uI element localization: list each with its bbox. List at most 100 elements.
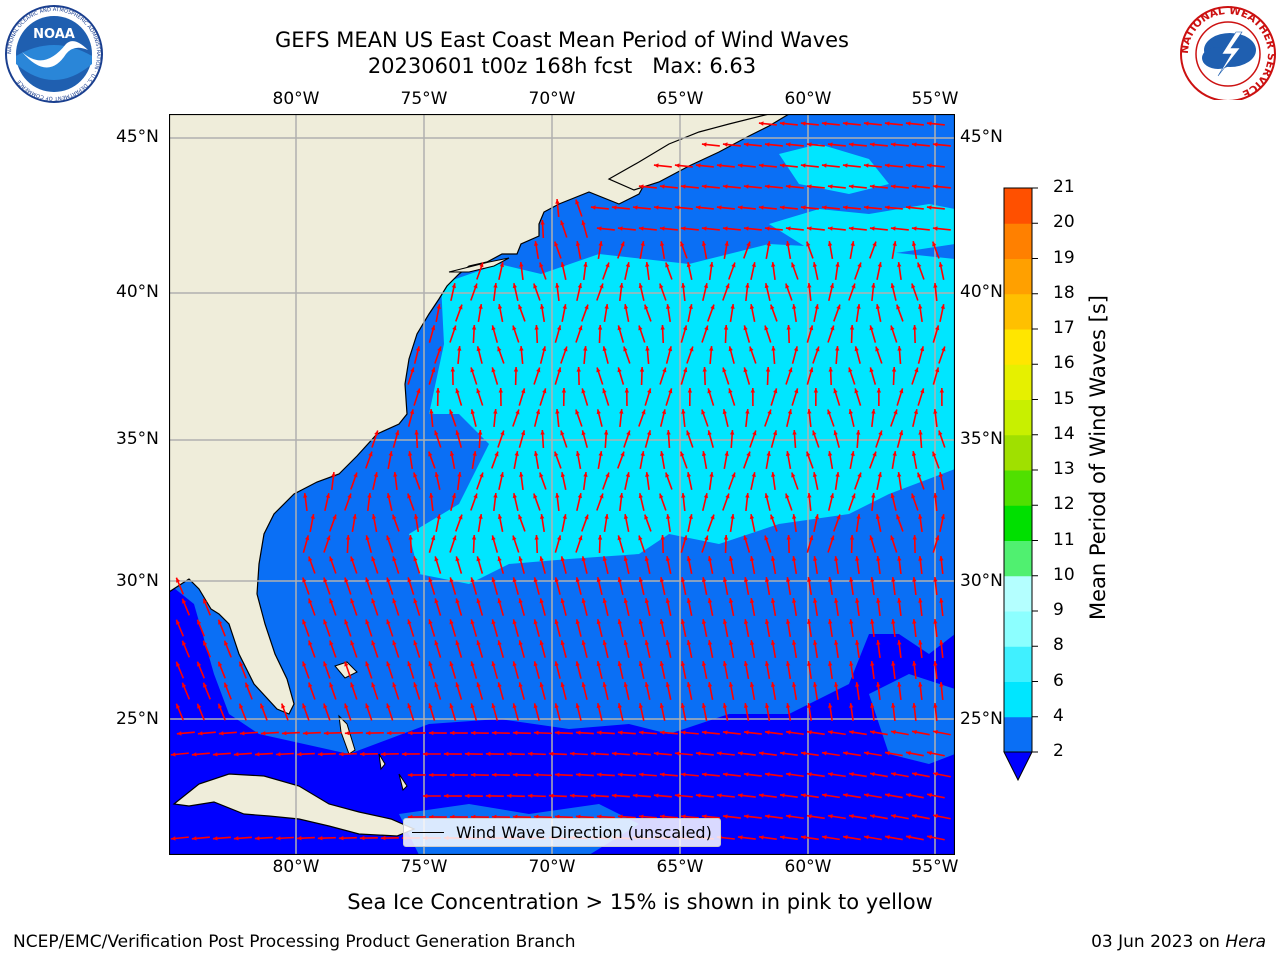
wave-arrow-head xyxy=(911,184,917,189)
wave-arrow-head xyxy=(540,220,545,225)
wave-arrow-head xyxy=(722,730,728,735)
wave-arrow-head xyxy=(451,493,456,499)
wave-arrow-head xyxy=(534,535,539,540)
wave-arrow-head xyxy=(709,262,714,267)
wave-arrow-head xyxy=(834,682,839,687)
wave-arrow-head xyxy=(602,598,607,604)
wave-arrow-head xyxy=(548,793,554,798)
wave-arrow-head xyxy=(473,283,478,289)
lon-label-top-60w: 60°W xyxy=(784,89,832,109)
wave-arrow-head xyxy=(746,241,751,247)
wave-arrow-head xyxy=(512,772,518,778)
wave-arrow-head xyxy=(855,682,860,687)
wave-arrow-head xyxy=(897,556,902,561)
wave-arrow-head xyxy=(512,493,517,499)
wave-arrow-head xyxy=(491,535,496,541)
wave-arrow-head xyxy=(428,772,434,778)
wave-arrow-head xyxy=(515,409,520,415)
wave-arrow-head xyxy=(701,703,707,709)
wave-arrow-head xyxy=(723,535,729,540)
wave-arrow-head xyxy=(856,304,861,309)
wave-arrow-head xyxy=(581,388,586,394)
wave-arrow-head xyxy=(365,661,370,667)
wave-arrow-head xyxy=(410,367,415,373)
wave-arrow-head xyxy=(640,451,645,456)
wave-arrow-head xyxy=(533,577,538,583)
wave-arrow-head xyxy=(365,577,370,583)
wave-arrow-head xyxy=(939,556,944,561)
wave-arrow-head xyxy=(449,451,455,456)
lat-label-left-45n: 45°N xyxy=(116,127,159,147)
wave-arrow-head xyxy=(829,283,835,289)
wave-arrow-head xyxy=(497,556,502,562)
wave-arrow-head xyxy=(749,556,755,561)
wave-arrow-head xyxy=(598,241,603,246)
wave-arrow-head xyxy=(176,731,182,736)
wave-arrow-head xyxy=(596,703,601,709)
wave-arrow-head xyxy=(429,409,434,414)
wave-arrow-head xyxy=(716,793,722,798)
wave-arrow-head xyxy=(575,661,580,667)
wave-arrow-head xyxy=(749,304,755,310)
wave-arrow-head xyxy=(680,661,686,667)
wave-arrow-head xyxy=(912,535,917,540)
ocean-fill-under-2s xyxy=(169,584,955,855)
wave-arrow-head xyxy=(731,262,736,268)
wave-arrow-head xyxy=(941,346,946,352)
wave-arrow-head xyxy=(906,751,911,756)
wave-arrow-head xyxy=(835,262,840,267)
wave-arrow-head xyxy=(617,703,622,709)
wave-arrow-head xyxy=(785,661,791,666)
wave-arrow-head xyxy=(800,751,806,756)
wave-arrow-head xyxy=(850,241,855,246)
wave-arrow-head xyxy=(836,514,841,520)
wave-arrow-head xyxy=(891,619,896,624)
wave-arrow-head xyxy=(680,451,685,457)
wave-arrow-head xyxy=(458,514,463,520)
wave-arrow-head xyxy=(807,577,812,582)
wave-arrow-head xyxy=(758,835,764,840)
wave-arrow-head xyxy=(554,814,560,819)
wave-arrow-head xyxy=(435,388,441,393)
wave-arrow-head xyxy=(674,793,680,798)
wave-arrow-head xyxy=(771,262,776,267)
wave-arrow-head xyxy=(533,283,538,289)
lat-label-left-35n: 35°N xyxy=(116,429,159,449)
wave-arrow-head xyxy=(911,241,917,246)
lon-label-bottom-65w: 65°W xyxy=(656,857,704,877)
wave-arrow-head xyxy=(638,577,644,583)
wave-arrow-head xyxy=(625,472,630,478)
wave-arrow-head xyxy=(821,163,827,168)
wave-arrow-head xyxy=(443,793,449,799)
lat-label-right-30n: 30°N xyxy=(960,571,1003,591)
wave-arrow-head xyxy=(884,163,890,168)
wave-arrow-head xyxy=(911,451,917,456)
wave-arrow-head xyxy=(911,283,916,289)
wave-arrow-head xyxy=(896,304,901,310)
wave-arrow-head xyxy=(716,163,722,168)
wave-arrow-head xyxy=(428,577,433,583)
wave-arrow-head xyxy=(539,640,544,646)
wave-arrow-head xyxy=(725,283,730,289)
wave-arrow-head xyxy=(674,205,680,210)
wave-arrow-head xyxy=(428,703,433,709)
wave-arrow-head xyxy=(686,640,692,646)
wave-arrow-head xyxy=(644,682,650,688)
wave-arrow-head xyxy=(821,751,827,756)
wave-arrow-head xyxy=(581,220,586,226)
wave-arrow-head xyxy=(497,514,503,520)
wave-arrow-head xyxy=(623,598,628,604)
wave-arrow-head xyxy=(455,598,460,604)
wave-arrow-head xyxy=(919,346,925,352)
wave-arrow-head xyxy=(653,751,659,756)
lon-label-bottom-75w: 75°W xyxy=(400,857,448,877)
wave-arrow-head xyxy=(709,346,714,351)
wave-arrow-head xyxy=(695,751,701,756)
colorbar-bin xyxy=(1004,399,1032,436)
wave-arrow-head xyxy=(512,814,518,820)
colorbar-tick-label: 8 xyxy=(1053,635,1064,656)
wave-arrow-head xyxy=(434,556,439,562)
wave-arrow-head xyxy=(638,730,644,735)
wave-arrow-head xyxy=(701,142,707,147)
wave-arrow-head xyxy=(296,836,302,841)
